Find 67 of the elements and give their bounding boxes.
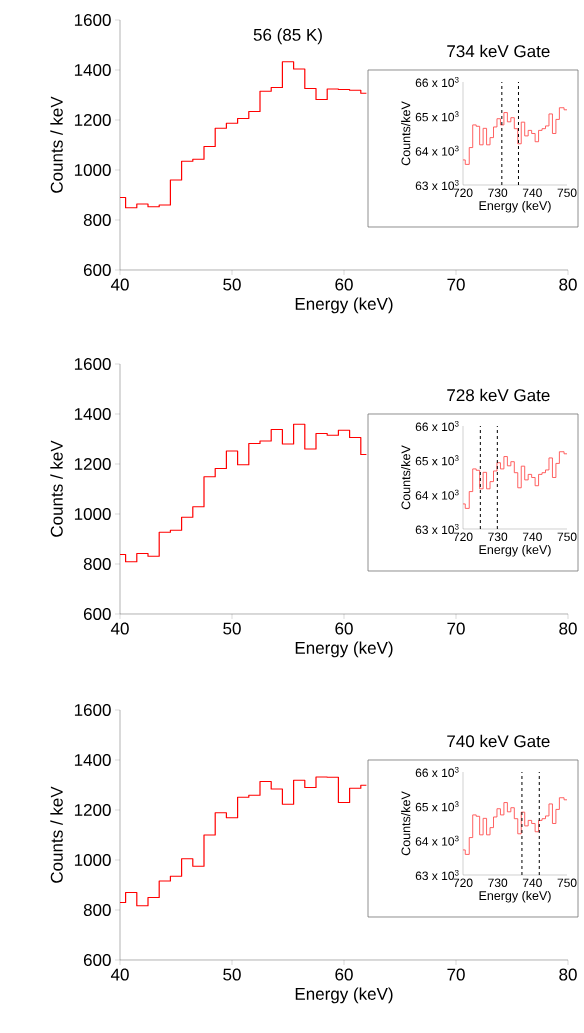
- x-tick-label: 70: [447, 968, 465, 981]
- x-tick-label: 50: [223, 278, 241, 291]
- x-tick-label: 80: [559, 622, 577, 635]
- x-tick-label: 740: [522, 188, 542, 198]
- x-axis-title: Energy (keV): [295, 297, 393, 314]
- chart-title: 734 keV Gate: [447, 44, 550, 58]
- x-tick-label: 50: [223, 622, 241, 635]
- x-tick-label: 40: [110, 968, 129, 981]
- y-tick-label: 1200: [74, 113, 111, 127]
- y-tick-label: 1400: [74, 63, 111, 77]
- y-axis-title: Counts / keV: [50, 786, 63, 883]
- y-tick-label: 800: [83, 903, 111, 917]
- x-axis-title: Energy (keV): [295, 987, 393, 1004]
- y-axis-title: Counts/keV: [401, 791, 411, 856]
- y-tick-label: 600: [83, 953, 111, 967]
- x-tick-label: 40: [110, 278, 129, 291]
- y-tick-label: 1600: [74, 357, 111, 371]
- x-tick-label: 750: [557, 532, 577, 542]
- x-tick-label: 60: [335, 968, 353, 981]
- y-tick-label: 600: [83, 607, 111, 621]
- x-tick-label: 730: [488, 188, 508, 198]
- x-tick-label: 70: [447, 622, 465, 635]
- y-tick-label: 1600: [74, 13, 111, 27]
- y-tick-label: 1000: [74, 163, 111, 177]
- y-tick-label: 1600: [74, 703, 111, 717]
- x-axis-title: Energy (keV): [295, 641, 393, 658]
- x-tick-label: 60: [335, 622, 353, 635]
- x-tick-label: 60: [335, 278, 353, 291]
- y-tick-label: 66 x 10$^{3}$: [415, 420, 459, 432]
- y-tick-label: 1000: [74, 507, 111, 521]
- x-tick-label: 80: [559, 278, 577, 291]
- x-tick-label: 730: [488, 532, 508, 542]
- y-tick-label: 66 x 10$^{3}$: [415, 76, 459, 88]
- x-axis-title: Energy (keV): [479, 890, 551, 903]
- annotation: 56 (85 K): [253, 28, 322, 45]
- y-tick-label: 64 x 10$^{3}$: [415, 145, 459, 156]
- y-tick-label: 64 x 10$^{3}$: [415, 835, 459, 846]
- y-tick-label: 65 x 10$^{3}$: [415, 801, 459, 812]
- y-axis-title: Counts/keV: [401, 445, 411, 510]
- x-axis-title: Energy (keV): [479, 200, 551, 213]
- x-tick-label: 70: [447, 278, 465, 291]
- x-axis-title: Energy (keV): [479, 544, 551, 557]
- x-tick-label: 50: [223, 968, 241, 981]
- chart-title: 728 keV Gate: [447, 388, 550, 402]
- y-tick-label: 1400: [74, 753, 111, 767]
- y-axis-title: Counts/keV: [401, 101, 411, 166]
- y-tick-label: 66 x 10$^{3}$: [415, 766, 459, 778]
- y-tick-label: 1400: [74, 407, 111, 421]
- x-tick-label: 730: [488, 878, 508, 888]
- y-tick-label: 1200: [74, 457, 111, 471]
- chart-title: 740 keV Gate: [447, 734, 550, 748]
- x-tick-label: 80: [559, 968, 577, 981]
- y-tick-label: 1200: [74, 803, 111, 817]
- y-axis-title: Counts / keV: [50, 440, 63, 537]
- y-tick-label: 65 x 10$^{3}$: [415, 455, 459, 466]
- y-tick-label: 600: [83, 263, 111, 277]
- y-tick-label: 800: [83, 557, 111, 571]
- y-tick-label: 64 x 10$^{3}$: [415, 489, 459, 500]
- y-tick-label: 65 x 10$^{3}$: [415, 111, 459, 122]
- x-tick-label: 750: [557, 188, 577, 198]
- x-tick-label: 740: [522, 878, 542, 888]
- x-tick-label: 740: [522, 532, 542, 542]
- y-tick-label: 800: [83, 213, 111, 227]
- x-tick-label: 750: [557, 878, 577, 888]
- y-tick-label: 1000: [74, 853, 111, 867]
- y-axis-title: Counts / keV: [50, 96, 63, 193]
- x-tick-label: 40: [110, 622, 129, 635]
